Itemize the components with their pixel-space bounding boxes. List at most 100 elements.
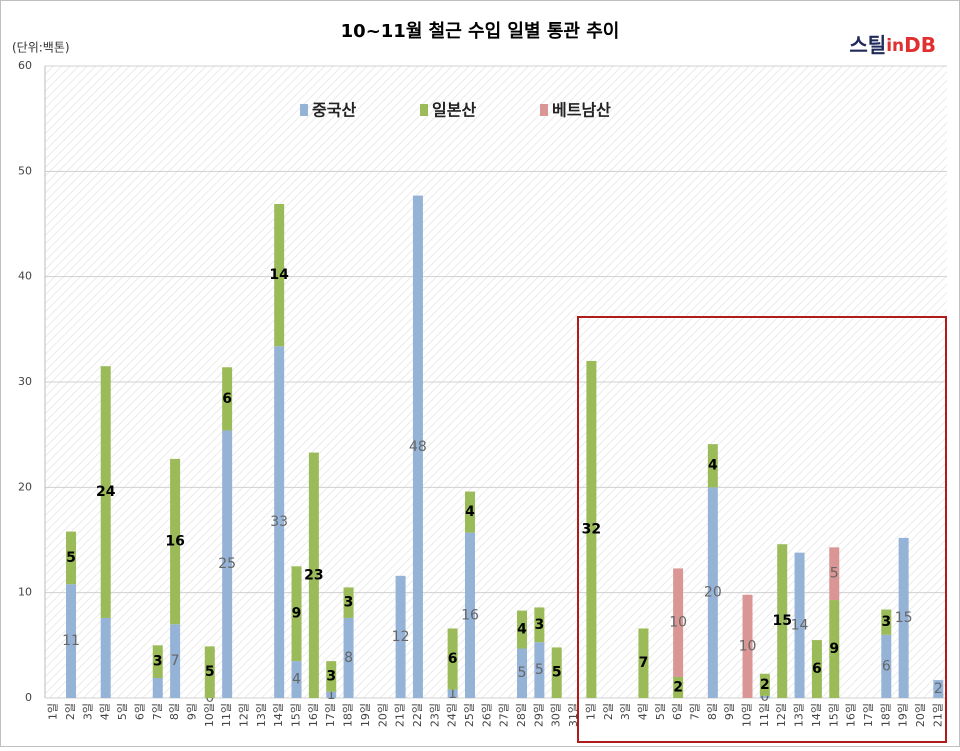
data-label: 10 [669, 615, 687, 631]
y-tick-label: 60 [18, 59, 32, 72]
x-tick-label: 8일 [167, 703, 181, 720]
bar-segment [66, 584, 77, 698]
data-label: 3 [326, 668, 336, 684]
x-tick-label: 18일 [878, 703, 892, 727]
x-tick-label: 10일 [202, 703, 216, 727]
data-label: 3 [881, 614, 891, 630]
logo: 스틸inDB [849, 33, 936, 57]
data-label: 3 [534, 617, 544, 633]
bar-segment [638, 628, 649, 698]
y-tick-label: 10 [18, 586, 32, 599]
x-tick-label: 1일 [46, 703, 60, 720]
data-label: 16 [165, 534, 184, 550]
x-tick-label: 2일 [601, 703, 615, 720]
data-label: 24 [96, 484, 116, 500]
y-tick-label: 40 [18, 270, 32, 283]
x-tick-label: 16일 [844, 703, 858, 727]
x-tick-label: 9일 [722, 703, 736, 720]
bar-segment [170, 624, 181, 698]
bar-segment [759, 695, 770, 698]
data-label: 5 [535, 662, 544, 678]
bar-segment [898, 537, 909, 698]
data-label: 5 [830, 566, 839, 582]
x-tick-label: 13일 [254, 703, 268, 727]
data-label: 5 [66, 550, 76, 566]
chart-title: 10~11월 철근 수입 일별 통관 추이 [341, 20, 620, 42]
data-label: 6 [222, 391, 232, 407]
bar-segment [343, 587, 354, 618]
x-tick-label: 17일 [861, 703, 875, 727]
bar-segment [881, 609, 892, 635]
data-label: 7 [171, 653, 180, 669]
x-tick-label: 28일 [514, 703, 528, 727]
data-label: 11 [62, 633, 80, 649]
data-label: 1 [327, 687, 336, 703]
x-tick-label: 23일 [427, 703, 441, 727]
bar-segment [517, 648, 528, 698]
x-tick-label: 3일 [618, 703, 632, 720]
x-tick-label: 7일 [687, 703, 701, 720]
bar-segment [464, 532, 475, 698]
data-label: 5 [518, 665, 527, 681]
bar-segment [343, 617, 354, 698]
x-tick-label: 25일 [462, 703, 476, 727]
bar-segment [326, 691, 337, 698]
bar-segment [742, 594, 753, 698]
bar-segment [447, 689, 458, 698]
bar-segment [291, 566, 302, 662]
data-label: 3 [153, 654, 163, 670]
x-tick-label: 21일 [930, 703, 944, 727]
data-label: 2 [934, 681, 943, 697]
x-tick-label: 22일 [410, 703, 424, 727]
x-tick-label: 15일 [826, 703, 840, 727]
data-label: 2 [760, 677, 770, 693]
x-tick-label: 2일 [63, 703, 77, 720]
x-tick-label: 24일 [445, 703, 459, 727]
bar-segment [794, 552, 805, 698]
x-tick-label: 5일 [115, 703, 129, 720]
bar-segment [881, 634, 892, 698]
bar-segment [412, 195, 423, 698]
x-tick-label: 16일 [306, 703, 320, 727]
bar-segment [152, 677, 163, 698]
x-tick-label: 20일 [375, 703, 389, 727]
bar-segment [673, 568, 684, 677]
x-tick-label: 4일 [635, 703, 649, 720]
legend-label: 일본산 [432, 101, 476, 120]
data-label: 20 [704, 585, 722, 601]
data-label: 25 [218, 556, 236, 572]
x-tick-label: 9일 [184, 703, 198, 720]
x-tick-label: 19일 [358, 703, 372, 727]
legend-label: 베트남산 [552, 101, 611, 120]
bar-segment [933, 680, 944, 698]
data-label: 5 [552, 665, 562, 681]
x-tick-label: 12일 [774, 703, 788, 727]
bar-segment [586, 360, 597, 698]
bar-segment [222, 430, 233, 698]
bar-segment [707, 487, 718, 698]
x-tick-label: 14일 [271, 703, 285, 727]
data-label: 8 [344, 650, 353, 666]
data-label: 15 [772, 613, 791, 629]
x-tick-label: 7일 [150, 703, 164, 720]
bar-segment [464, 491, 475, 533]
bar-segment [759, 673, 770, 696]
highlight-box [577, 316, 947, 743]
x-tick-label: 20일 [913, 703, 927, 727]
unit-label: (단위:백톤) [12, 41, 70, 55]
bar-segment [152, 645, 163, 678]
bar-segment [777, 544, 788, 698]
bar-segment [100, 366, 111, 618]
data-label: 7 [639, 655, 649, 671]
y-tick-label: 50 [18, 164, 32, 177]
x-tick-label: 17일 [323, 703, 337, 727]
data-label: 6 [812, 661, 822, 677]
x-tick-label: 30일 [549, 703, 563, 727]
x-tick-label: 11일 [757, 703, 771, 727]
bar-segment [291, 661, 302, 698]
x-tick-label: 13일 [792, 703, 806, 727]
bar-segment [534, 607, 545, 643]
data-label: 23 [304, 567, 323, 583]
legend-label: 중국산 [312, 101, 356, 120]
x-tick-label: 18일 [341, 703, 355, 727]
